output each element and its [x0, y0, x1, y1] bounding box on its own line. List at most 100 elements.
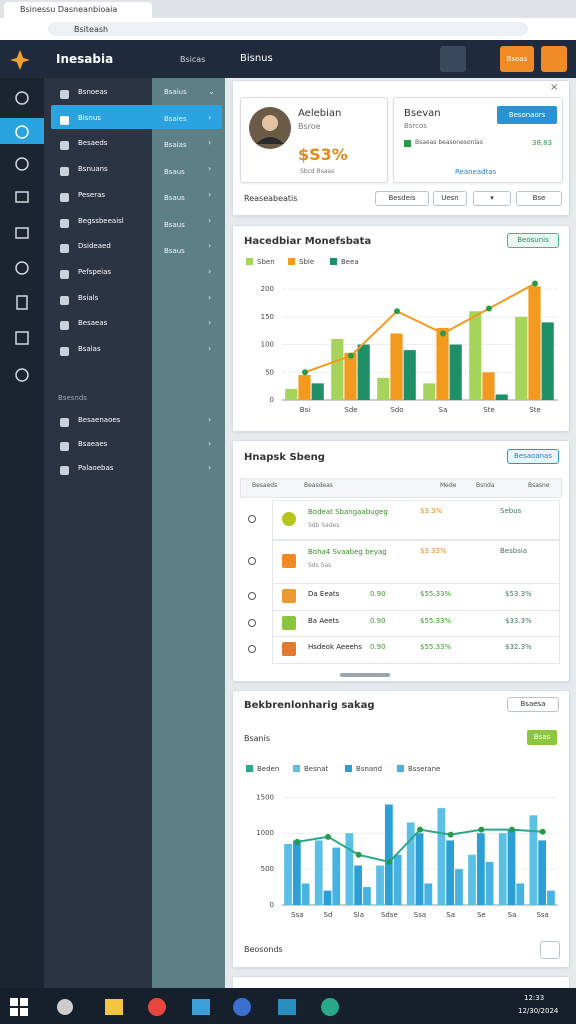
- submenu: [152, 78, 225, 988]
- submenu-item[interactable]: Bsaus: [164, 194, 185, 202]
- icon-rail: [0, 78, 44, 988]
- bar: [393, 854, 402, 905]
- menu-icon: [60, 218, 69, 228]
- x-tick-label: Sd: [324, 911, 333, 919]
- summary-button[interactable]: Besonaors: [497, 106, 557, 124]
- menu-item[interactable]: Besaenaoes: [78, 416, 121, 424]
- chevron: ›: [208, 463, 212, 472]
- y-tick-label: 200: [261, 285, 274, 293]
- column-header: Bsnda: [476, 482, 495, 489]
- menu-item[interactable]: Besaeas: [78, 319, 108, 328]
- close-icon[interactable]: ×: [550, 82, 559, 93]
- icon-button[interactable]: [440, 46, 466, 72]
- submenu-item[interactable]: Bsaus: [164, 247, 185, 255]
- chevron: ›: [208, 189, 212, 199]
- rail-icons: [15, 91, 29, 382]
- active-item[interactable]: [51, 105, 222, 129]
- toolbar-button[interactable]: Uesn: [433, 191, 467, 206]
- chevron: ›: [208, 164, 212, 174]
- chevron: ›: [208, 344, 212, 353]
- breadcrumb[interactable]: Bisnus: [240, 53, 273, 64]
- chart-button[interactable]: Bsaesa: [507, 697, 559, 712]
- chart-title: Bekbrenlonharig sakag: [244, 700, 375, 711]
- menu-item[interactable]: Bsaeaes: [78, 440, 108, 448]
- y-tick-label: 500: [261, 865, 274, 873]
- bar: [485, 861, 494, 905]
- menu-item[interactable]: Pefspeias: [78, 267, 112, 276]
- scrollbar[interactable]: [340, 673, 390, 677]
- chevron: ›: [208, 415, 212, 424]
- toolbar-button[interactable]: ▾: [473, 191, 511, 206]
- menu-item[interactable]: Bsnoeas: [78, 88, 108, 96]
- submenu-item[interactable]: Bsaies: [164, 114, 187, 123]
- menu-item[interactable]: Begssbeeaisl: [78, 216, 124, 225]
- chart-button[interactable]: Beosunis: [507, 233, 559, 248]
- toolbar-button[interactable]: Besdeis: [375, 191, 429, 206]
- bar: [314, 840, 323, 905]
- submenu-item[interactable]: Bsaias: [164, 141, 187, 149]
- cell-detail: $33.3%: [505, 617, 532, 625]
- tab[interactable]: [4, 2, 152, 18]
- menu-item[interactable]: Dsideaed: [78, 242, 111, 251]
- menu-item[interactable]: Bsnuans: [78, 165, 108, 174]
- icon-button[interactable]: [541, 46, 567, 72]
- submenu-item[interactable]: Bsaus: [164, 220, 185, 229]
- legend-swatch: [404, 140, 411, 147]
- menu-item[interactable]: Bsalas: [78, 345, 101, 353]
- logo: [10, 50, 30, 70]
- menu-icon: [60, 269, 69, 279]
- menu-icon: [60, 321, 69, 331]
- summary-value: 38,83: [532, 139, 553, 147]
- menu-item[interactable]: Bsials: [78, 293, 99, 302]
- chevron: ›: [208, 318, 212, 328]
- menu-item[interactable]: Bisnus: [78, 113, 101, 122]
- legend-swatch: [345, 765, 352, 772]
- legend-label: Besnat: [304, 765, 328, 773]
- x-tick-label: Ssa: [414, 911, 426, 919]
- cell-value: $3.3%: [420, 507, 443, 515]
- submenu-item[interactable]: Bsaus: [164, 167, 185, 176]
- bar: [469, 311, 482, 400]
- toolbar-button[interactable]: Bse: [516, 191, 562, 206]
- menu-item[interactable]: Palaoebas: [78, 464, 114, 472]
- cell-detail: $53.3%: [505, 590, 532, 598]
- row-icon: [282, 615, 296, 630]
- brand: Inesabia: [56, 52, 114, 66]
- row-icon: [282, 512, 296, 526]
- cell-sub: 0.90: [370, 590, 386, 598]
- row-bullet: [248, 592, 256, 600]
- bar: [323, 890, 332, 905]
- address-bar[interactable]: [48, 22, 528, 36]
- cell-name: Bodeat Sbangaabugeg: [308, 508, 388, 516]
- x-tick-label: Sdse: [381, 911, 398, 919]
- rail-active[interactable]: [0, 118, 44, 144]
- summary-link[interactable]: Reaneadtas: [455, 168, 497, 176]
- chevron: ›: [208, 266, 212, 276]
- x-tick-label: Sde: [344, 406, 357, 414]
- legend-swatch: [397, 765, 404, 772]
- column-header: Bsasne: [528, 482, 550, 489]
- line-point: [539, 828, 546, 835]
- legend-label: Sben: [257, 258, 275, 266]
- header-button[interactable]: Bsoas: [500, 46, 534, 72]
- submenu-item[interactable]: Bsaius: [164, 88, 187, 96]
- menu-item[interactable]: Peseras: [78, 190, 106, 199]
- chat-button[interactable]: [540, 941, 560, 959]
- chevron: ›: [208, 112, 212, 122]
- row-icon: [282, 589, 296, 603]
- summary-line: Bsaeas beasonesonlas: [415, 139, 483, 146]
- x-tick-label: Sa: [508, 911, 517, 919]
- bar: [528, 286, 541, 400]
- menu-item[interactable]: Besaeds: [78, 139, 108, 148]
- line-point: [348, 352, 354, 359]
- breadcrumb[interactable]: Bsicas: [180, 55, 206, 64]
- row-icon: [282, 642, 296, 656]
- line-point: [478, 826, 485, 833]
- table-button[interactable]: Besaoanas: [507, 449, 559, 464]
- tag[interactable]: Bsas: [527, 730, 557, 745]
- cell-sub: 0.90: [370, 643, 386, 651]
- bar: [516, 883, 525, 905]
- table-header-bg: [240, 478, 562, 498]
- bar: [357, 344, 370, 400]
- x-tick-label: Ste: [529, 406, 541, 414]
